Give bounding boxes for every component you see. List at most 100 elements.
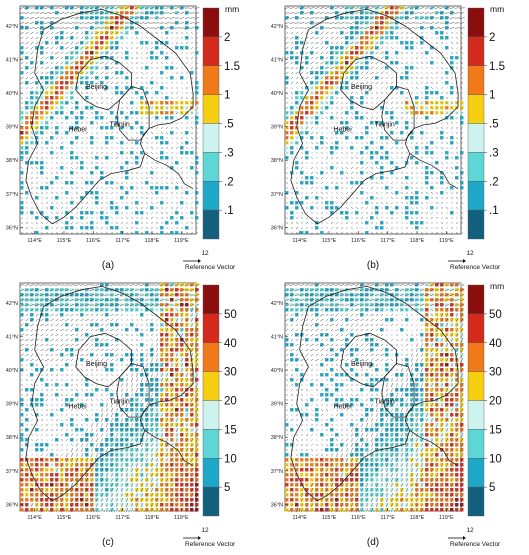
legend-color-swatch xyxy=(203,181,219,210)
lon-tick-label: 116°E xyxy=(86,515,101,521)
lat-tick-label: 37°N xyxy=(271,469,283,475)
lon-tick-label: 114°E xyxy=(27,238,42,244)
lat-tick-label: 40°N xyxy=(6,91,18,97)
lat-tick-label: 39°N xyxy=(271,125,283,131)
place-label-tianjin: Tianjin xyxy=(109,399,129,406)
legend-tick-label: 20 xyxy=(489,396,502,408)
legend-color-swatch xyxy=(203,152,219,181)
lon-tick-label: 115°E xyxy=(57,238,72,244)
place-label-hebei: Hebei xyxy=(68,404,87,411)
place-label-beijing: Beijing xyxy=(351,361,372,368)
legend-tick-label: 1 xyxy=(224,90,230,102)
lat-tick-label: 40°N xyxy=(6,368,18,374)
reference-vector-magnitude: 12 xyxy=(466,527,474,534)
lon-tick-label: 118°E xyxy=(145,238,160,244)
reference-vector-label: Reference Vector xyxy=(185,541,236,548)
legend-tick-label: 50 xyxy=(489,309,502,321)
reference-vector: 12 Reference Vector xyxy=(448,527,501,548)
lon-tick-label: 118°E xyxy=(410,238,425,244)
legend-color-swatch xyxy=(203,66,219,95)
legend-color-swatch xyxy=(203,8,219,37)
legend-color-swatch xyxy=(468,95,484,124)
reference-vector-label: Reference Vector xyxy=(450,264,501,271)
lon-tick-label: 118°E xyxy=(145,515,160,521)
legend-color-swatch xyxy=(203,37,219,66)
map-panel-c: BeijingTianjinHebei42°N41°N40°N39°N38°N3… xyxy=(6,283,237,548)
legend-color-swatch xyxy=(203,372,219,401)
legend-tick-label: 5 xyxy=(489,482,495,494)
legend-unit: mm xyxy=(490,4,504,14)
lat-tick-label: 42°N xyxy=(6,301,18,307)
lat-tick-label: 41°N xyxy=(6,335,18,341)
lon-tick-label: 116°E xyxy=(351,515,366,521)
legend-color-swatch xyxy=(468,181,484,210)
legend-tick-label: .3 xyxy=(224,147,234,159)
lon-tick-label: 117°E xyxy=(380,238,395,244)
legend-color-swatch xyxy=(468,210,484,239)
legend-tick-label: 30 xyxy=(224,367,237,379)
map-frame xyxy=(285,283,461,511)
legend-tick-label: 50 xyxy=(224,309,237,321)
legend-tick-label: .3 xyxy=(489,147,499,159)
map-panel-b: BeijingTianjinHebei42°N41°N40°N39°N38°N3… xyxy=(271,4,505,271)
lat-tick-label: 37°N xyxy=(6,192,18,198)
map-frame xyxy=(285,6,461,234)
place-label-hebei: Hebei xyxy=(333,404,352,411)
legend-tick-label: 1.5 xyxy=(224,61,240,73)
lon-tick-label: 119°E xyxy=(174,515,189,521)
legend-color-swatch xyxy=(468,285,484,314)
legend-tick-label: .1 xyxy=(489,205,499,217)
legend-tick-label: 30 xyxy=(489,367,502,379)
lat-tick-label: 39°N xyxy=(6,125,18,131)
lon-tick-label: 117°E xyxy=(380,515,395,521)
lat-tick-label: 41°N xyxy=(271,58,283,64)
legend-color-swatch xyxy=(203,210,219,239)
legend-tick-label: 15 xyxy=(489,424,502,436)
lon-tick-label: 114°E xyxy=(27,515,42,521)
legend-tick-label: .5 xyxy=(489,119,499,131)
lat-tick-label: 36°N xyxy=(271,502,283,508)
lon-tick-label: 119°E xyxy=(439,238,454,244)
place-label-hebei: Hebei xyxy=(333,127,352,134)
lon-tick-label: 116°E xyxy=(86,238,101,244)
lon-tick-label: 115°E xyxy=(322,515,337,521)
reference-vector-magnitude: 12 xyxy=(201,250,209,257)
legend-color-swatch xyxy=(468,124,484,153)
lat-tick-label: 37°N xyxy=(271,192,283,198)
legend-color-swatch xyxy=(468,66,484,95)
legend-tick-label: 5 xyxy=(224,482,230,494)
lat-tick-label: 38°N xyxy=(6,435,18,441)
legend-color-swatch xyxy=(468,314,484,343)
lat-tick-label: 42°N xyxy=(271,301,283,307)
map-panel-d: BeijingTianjinHebei42°N41°N40°N39°N38°N3… xyxy=(271,281,504,548)
legend-color-swatch xyxy=(468,8,484,37)
legend-color-swatch xyxy=(203,487,219,516)
lon-tick-label: 115°E xyxy=(322,238,337,244)
lon-tick-label: 114°E xyxy=(292,515,307,521)
legend-unit: mm xyxy=(490,281,504,291)
reference-vector-label: Reference Vector xyxy=(450,541,501,548)
legend-color-swatch xyxy=(468,458,484,487)
legend-color-swatch xyxy=(203,314,219,343)
legend-color-swatch xyxy=(468,372,484,401)
map-panel-a: BeijingTianjinHebei42°N41°N40°N39°N38°N3… xyxy=(6,4,240,271)
legend-color-swatch xyxy=(203,285,219,314)
lon-tick-label: 115°E xyxy=(57,515,72,521)
lat-tick-label: 40°N xyxy=(271,368,283,374)
lat-tick-label: 41°N xyxy=(271,335,283,341)
legend-color-swatch xyxy=(468,487,484,516)
lat-tick-label: 41°N xyxy=(6,58,18,64)
legend-color-swatch xyxy=(468,152,484,181)
place-label-hebei: Hebei xyxy=(68,127,87,134)
legend-tick-label: 40 xyxy=(489,338,502,350)
reference-vector-magnitude: 12 xyxy=(466,250,474,257)
lat-tick-label: 36°N xyxy=(271,225,283,231)
place-label-tianjin: Tianjin xyxy=(109,122,129,129)
legend-tick-label: .2 xyxy=(489,176,499,188)
